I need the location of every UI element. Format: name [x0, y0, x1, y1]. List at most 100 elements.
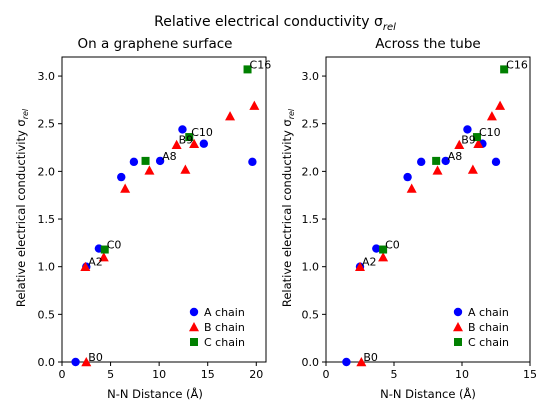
point-label-c0-across-tube: C0	[385, 239, 400, 252]
legend-label-b-chain-across-tube: B chain	[468, 321, 509, 334]
data-point-c-chain-graphene-surface	[185, 133, 194, 142]
data-point-b-chain-graphene-surface	[98, 252, 109, 262]
chart-panel-across-tube: Across the tube Relative electrical cond…	[280, 36, 537, 401]
ylabel-text-across-tube: Relative electrical conductivity σrel	[280, 108, 296, 307]
point-label-b9-graphene-surface: B9	[179, 134, 194, 147]
legend-label-a-chain-across-tube: A chain	[468, 306, 509, 319]
ylabel-subscript-graphene-surface: rel	[21, 108, 30, 119]
data-point-b-chain-across-tube	[495, 100, 506, 110]
y-tick-label-across-tube: 2.0	[302, 165, 320, 178]
data-point-b-chain-across-tube	[473, 138, 484, 148]
point-label-a8-graphene-surface: A8	[162, 150, 177, 163]
legend-label-c-chain-across-tube: C chain	[468, 336, 509, 349]
data-point-c-chain-graphene-surface	[100, 245, 109, 254]
x-tick-label-graphene-surface: 0	[59, 368, 66, 381]
ylabel-across-tube: Relative electrical conductivity σrel	[280, 108, 296, 307]
data-point-a-chain-across-tube	[491, 157, 501, 167]
xlabel-graphene-surface: N-N Distance (Å)	[107, 386, 203, 401]
y-tick-label-graphene-surface: 0.5	[38, 308, 56, 321]
y-tick-label-across-tube: 3.0	[302, 70, 320, 83]
legend-marker-c-chain-graphene-surface	[190, 338, 198, 346]
data-point-b-chain-graphene-surface	[144, 165, 155, 175]
legend-marker-b-chain-across-tube	[453, 322, 463, 332]
ylabel-text-graphene-surface: Relative electrical conductivity σrel	[14, 108, 30, 307]
legend-label-a-chain-graphene-surface: A chain	[204, 306, 245, 319]
point-label-a2-graphene-surface: A2	[88, 256, 103, 269]
point-label-a8-across-tube: A8	[448, 150, 463, 163]
x-tick-label-graphene-surface: 15	[201, 368, 215, 381]
legend-label-c-chain-graphene-surface: C chain	[204, 336, 245, 349]
y-tick-label-graphene-surface: 2.5	[38, 118, 56, 131]
data-point-b-chain-across-tube	[355, 261, 365, 271]
x-tick-label-across-tube: 0	[323, 368, 330, 381]
y-tick-label-graphene-surface: 3.0	[38, 70, 56, 83]
data-point-c-chain-graphene-surface	[243, 65, 252, 74]
xlabel-across-tube: N-N Distance (Å)	[380, 386, 476, 401]
data-point-b-chain-graphene-surface	[120, 183, 131, 193]
legend-label-b-chain-graphene-surface: B chain	[204, 321, 245, 334]
chart-title-across-tube: Across the tube	[375, 36, 480, 52]
data-point-b-chain-graphene-surface	[81, 357, 92, 367]
y-tick-label-graphene-surface: 1.0	[38, 261, 56, 274]
data-point-a-chain-across-tube	[463, 125, 472, 134]
data-point-b-chain-graphene-surface	[249, 100, 260, 110]
ylabel-graphene-surface: Relative electrical conductivity σrel	[14, 108, 30, 307]
data-point-b-chain-across-tube	[378, 252, 389, 262]
data-point-a-chain-across-tube	[403, 172, 412, 182]
point-label-c0-graphene-surface: C0	[107, 239, 122, 252]
x-tick-label-across-tube: 10	[455, 368, 469, 381]
legend-marker-a-chain-graphene-surface	[189, 307, 199, 317]
data-point-a-chain-graphene-surface	[155, 156, 165, 166]
data-point-a-chain-across-tube	[417, 157, 426, 167]
data-point-c-chain-graphene-surface	[141, 156, 150, 165]
data-point-b-chain-graphene-surface	[225, 111, 236, 121]
data-point-c-chain-across-tube	[500, 65, 509, 74]
chart-panel-graphene-surface: On a graphene surface Relative electrica…	[14, 36, 271, 401]
data-point-b-chain-graphene-surface	[80, 261, 91, 271]
legend-marker-a-chain-across-tube	[453, 307, 463, 317]
data-point-b-chain-graphene-surface	[189, 138, 200, 148]
y-tick-label-graphene-surface: 2.0	[38, 165, 56, 178]
data-point-b-chain-across-tube	[432, 165, 443, 175]
ylabel-subscript-across-tube: rel	[287, 108, 296, 119]
point-label-c10-graphene-surface: C10	[191, 126, 213, 139]
data-point-b-chain-across-tube	[356, 357, 367, 367]
x-tick-label-graphene-surface: 10	[152, 368, 166, 381]
legend-marker-c-chain-across-tube	[454, 338, 462, 346]
y-tick-label-across-tube: 1.5	[302, 213, 320, 226]
data-point-b-chain-across-tube	[454, 139, 465, 149]
x-tick-label-graphene-surface: 5	[107, 368, 114, 381]
data-point-a-chain-graphene-surface	[71, 357, 80, 367]
data-point-b-chain-graphene-surface	[171, 139, 182, 149]
point-label-c16-across-tube: C16	[506, 58, 528, 71]
y-tick-label-across-tube: 2.5	[302, 118, 320, 131]
data-point-a-chain-across-tube	[372, 244, 381, 253]
data-point-b-chain-across-tube	[486, 111, 497, 121]
x-tick-label-across-tube: 5	[391, 368, 398, 381]
point-label-c16-graphene-surface: C16	[250, 58, 272, 71]
point-label-b0-across-tube: B0	[363, 351, 378, 364]
legend-marker-b-chain-graphene-surface	[189, 322, 199, 332]
data-point-b-chain-graphene-surface	[180, 164, 191, 174]
chart-title-graphene-surface: On a graphene surface	[78, 36, 233, 52]
data-point-b-chain-across-tube	[406, 183, 417, 193]
y-tick-label-graphene-surface: 1.5	[38, 213, 56, 226]
x-tick-label-across-tube: 15	[523, 368, 537, 381]
data-point-a-chain-graphene-surface	[178, 125, 187, 134]
data-point-a-chain-graphene-surface	[117, 172, 126, 182]
point-label-a2-across-tube: A2	[362, 256, 377, 269]
x-tick-label-graphene-surface: 20	[249, 368, 263, 381]
point-label-c10-across-tube: C10	[479, 126, 501, 139]
data-point-a-chain-across-tube	[342, 357, 351, 367]
y-tick-label-across-tube: 0.0	[302, 356, 320, 369]
data-point-a-chain-graphene-surface	[199, 139, 209, 148]
plot-frame-graphene-surface	[61, 56, 267, 363]
y-tick-label-across-tube: 1.0	[302, 261, 320, 274]
data-point-a-chain-across-tube	[441, 156, 450, 166]
point-label-b9-across-tube: B9	[461, 134, 476, 147]
figure-suptitle-subscript: rel	[383, 22, 396, 33]
data-point-b-chain-across-tube	[467, 164, 478, 174]
figure-suptitle: Relative electrical conductivity σrel	[154, 14, 396, 33]
y-tick-label-graphene-surface: 0.0	[38, 356, 56, 369]
